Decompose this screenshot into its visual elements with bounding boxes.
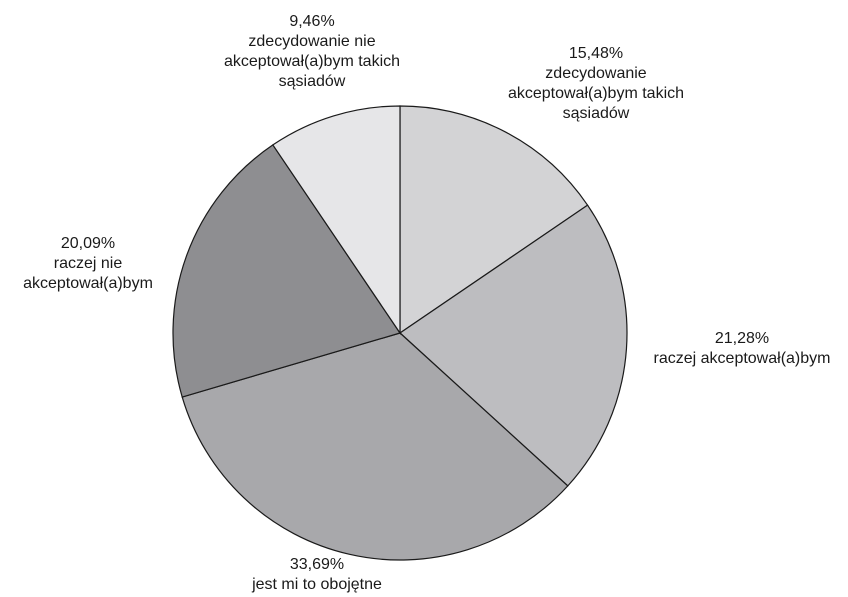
- pie-slice-5: [272, 105, 401, 335]
- slice-label-4: 20,09% raczej nie akceptował(a)bym: [23, 235, 153, 292]
- slice-percent-label: 9,46%: [289, 13, 334, 30]
- slice-percent-label: 21,28%: [715, 330, 769, 347]
- slice-name-label: raczej nie: [54, 255, 123, 272]
- slice-label-2: 21,28% raczej akceptował(a)bym: [654, 330, 831, 367]
- pie-slice-3: [181, 332, 569, 561]
- slice-name-label: akceptował(a)bym: [23, 275, 153, 292]
- pie-slices: [172, 105, 628, 561]
- pie-slice-2: [399, 204, 628, 487]
- slice-label-1: 15,48% zdecydowanie akceptował(a)bym takic…: [508, 45, 684, 122]
- pie-slice-4: [172, 144, 401, 398]
- slice-name-label: akceptował(a)bym takich: [508, 85, 684, 102]
- pie-labels: 15,48% zdecydowanie akceptował(a)bym takic…: [23, 13, 830, 593]
- slice-label-5: 9,46% zdecydowanie nie akceptował(a)bym ta…: [224, 13, 400, 90]
- slice-name-label: raczej akceptował(a)bym: [654, 350, 831, 367]
- slice-name-label: zdecydowanie nie: [248, 33, 375, 50]
- slice-percent-label: 33,69%: [290, 556, 344, 573]
- pie-slice-1: [399, 105, 589, 335]
- slice-name-label: zdecydowanie: [545, 65, 647, 82]
- slice-name-label: sąsiadów: [279, 73, 346, 90]
- slice-percent-label: 15,48%: [569, 45, 623, 62]
- slice-name-label: sąsiadów: [563, 105, 630, 122]
- slice-name-label: jest mi to obojętne: [251, 576, 382, 593]
- slice-percent-label: 20,09%: [61, 235, 115, 252]
- slice-label-3: 33,69% jest mi to obojętne: [251, 556, 382, 593]
- slice-name-label: akceptował(a)bym takich: [224, 53, 400, 70]
